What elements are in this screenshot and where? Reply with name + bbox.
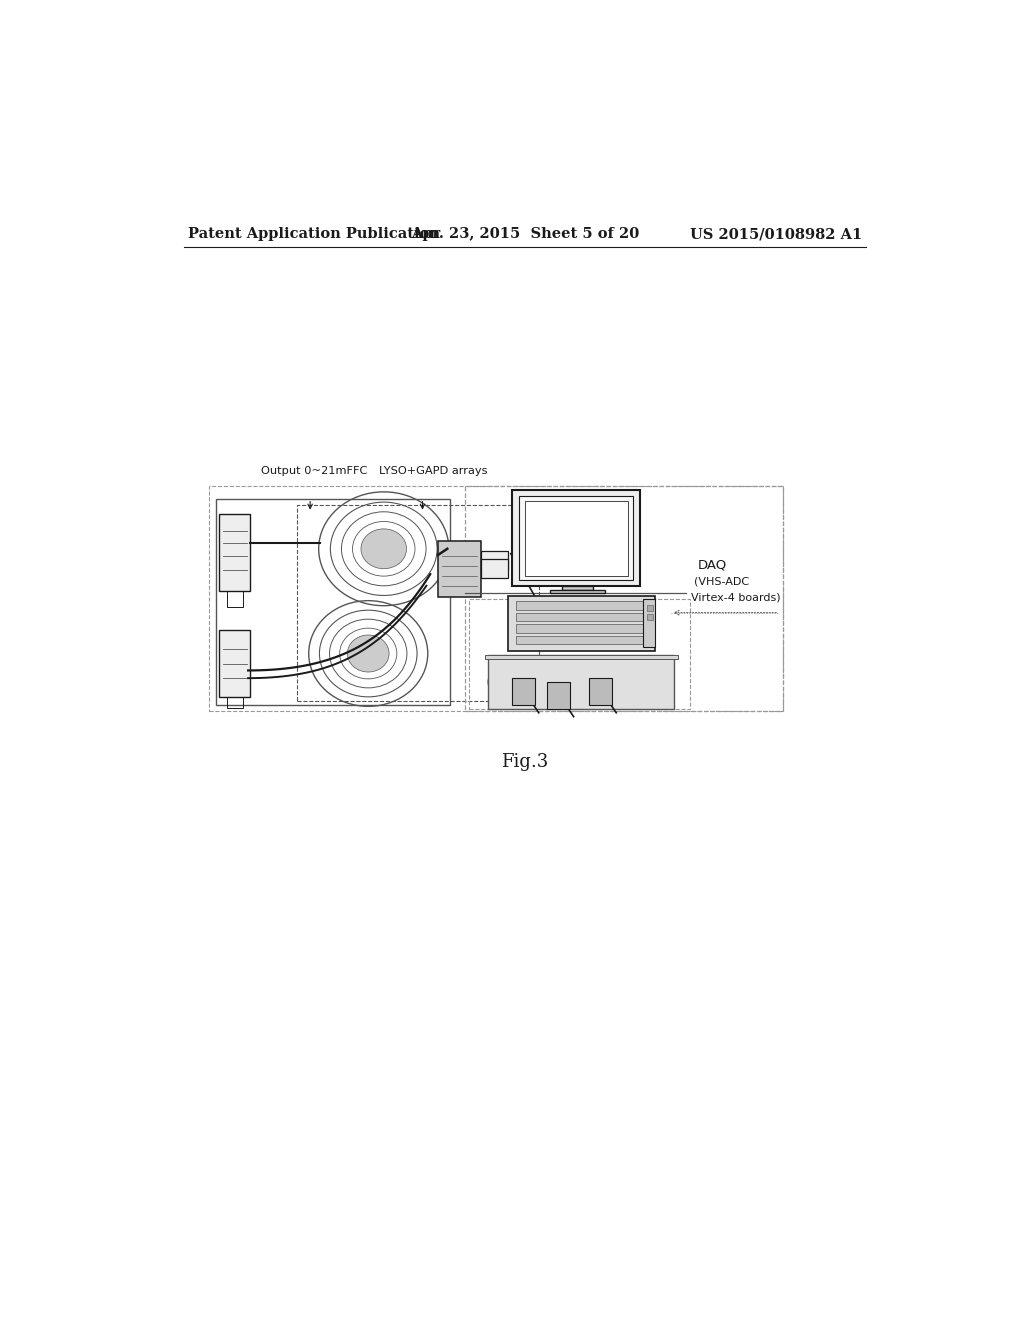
Bar <box>480 552 508 570</box>
Bar <box>643 599 655 647</box>
Text: (VHS-ADC: (VHS-ADC <box>694 577 749 586</box>
Bar <box>297 504 539 701</box>
Text: Fig.3: Fig.3 <box>501 754 549 771</box>
Bar <box>515 601 643 610</box>
Bar <box>488 655 675 709</box>
Bar <box>515 612 643 622</box>
Ellipse shape <box>361 529 407 569</box>
Bar <box>227 697 243 708</box>
Bar <box>219 515 251 591</box>
Bar <box>524 502 628 576</box>
Bar <box>647 605 653 611</box>
Bar <box>227 591 243 607</box>
Bar <box>562 586 593 590</box>
Bar <box>219 630 251 697</box>
Text: Virtex-4 boards): Virtex-4 boards) <box>691 593 781 602</box>
Bar <box>438 541 480 598</box>
Bar <box>216 499 450 705</box>
Bar <box>209 486 783 711</box>
Text: LYSO+GAPD arrays: LYSO+GAPD arrays <box>379 466 487 477</box>
Bar <box>589 678 612 705</box>
Bar <box>515 636 643 644</box>
Ellipse shape <box>347 635 389 672</box>
Bar <box>519 496 633 581</box>
Bar <box>550 590 604 594</box>
Bar <box>512 490 640 586</box>
Bar <box>547 682 569 709</box>
Text: Output 0~21mFFC: Output 0~21mFFC <box>261 466 368 477</box>
Text: DAQ: DAQ <box>697 558 727 572</box>
Bar <box>515 624 643 632</box>
Bar <box>508 595 655 651</box>
Ellipse shape <box>488 668 520 696</box>
Bar <box>480 558 508 578</box>
Text: Patent Application Publication: Patent Application Publication <box>187 227 439 242</box>
Bar <box>469 599 690 709</box>
Bar <box>465 486 783 711</box>
Text: US 2015/0108982 A1: US 2015/0108982 A1 <box>690 227 862 242</box>
Text: Apr. 23, 2015  Sheet 5 of 20: Apr. 23, 2015 Sheet 5 of 20 <box>411 227 639 242</box>
Ellipse shape <box>496 675 512 689</box>
Bar <box>512 678 535 705</box>
Bar <box>647 614 653 620</box>
Bar <box>484 655 678 659</box>
